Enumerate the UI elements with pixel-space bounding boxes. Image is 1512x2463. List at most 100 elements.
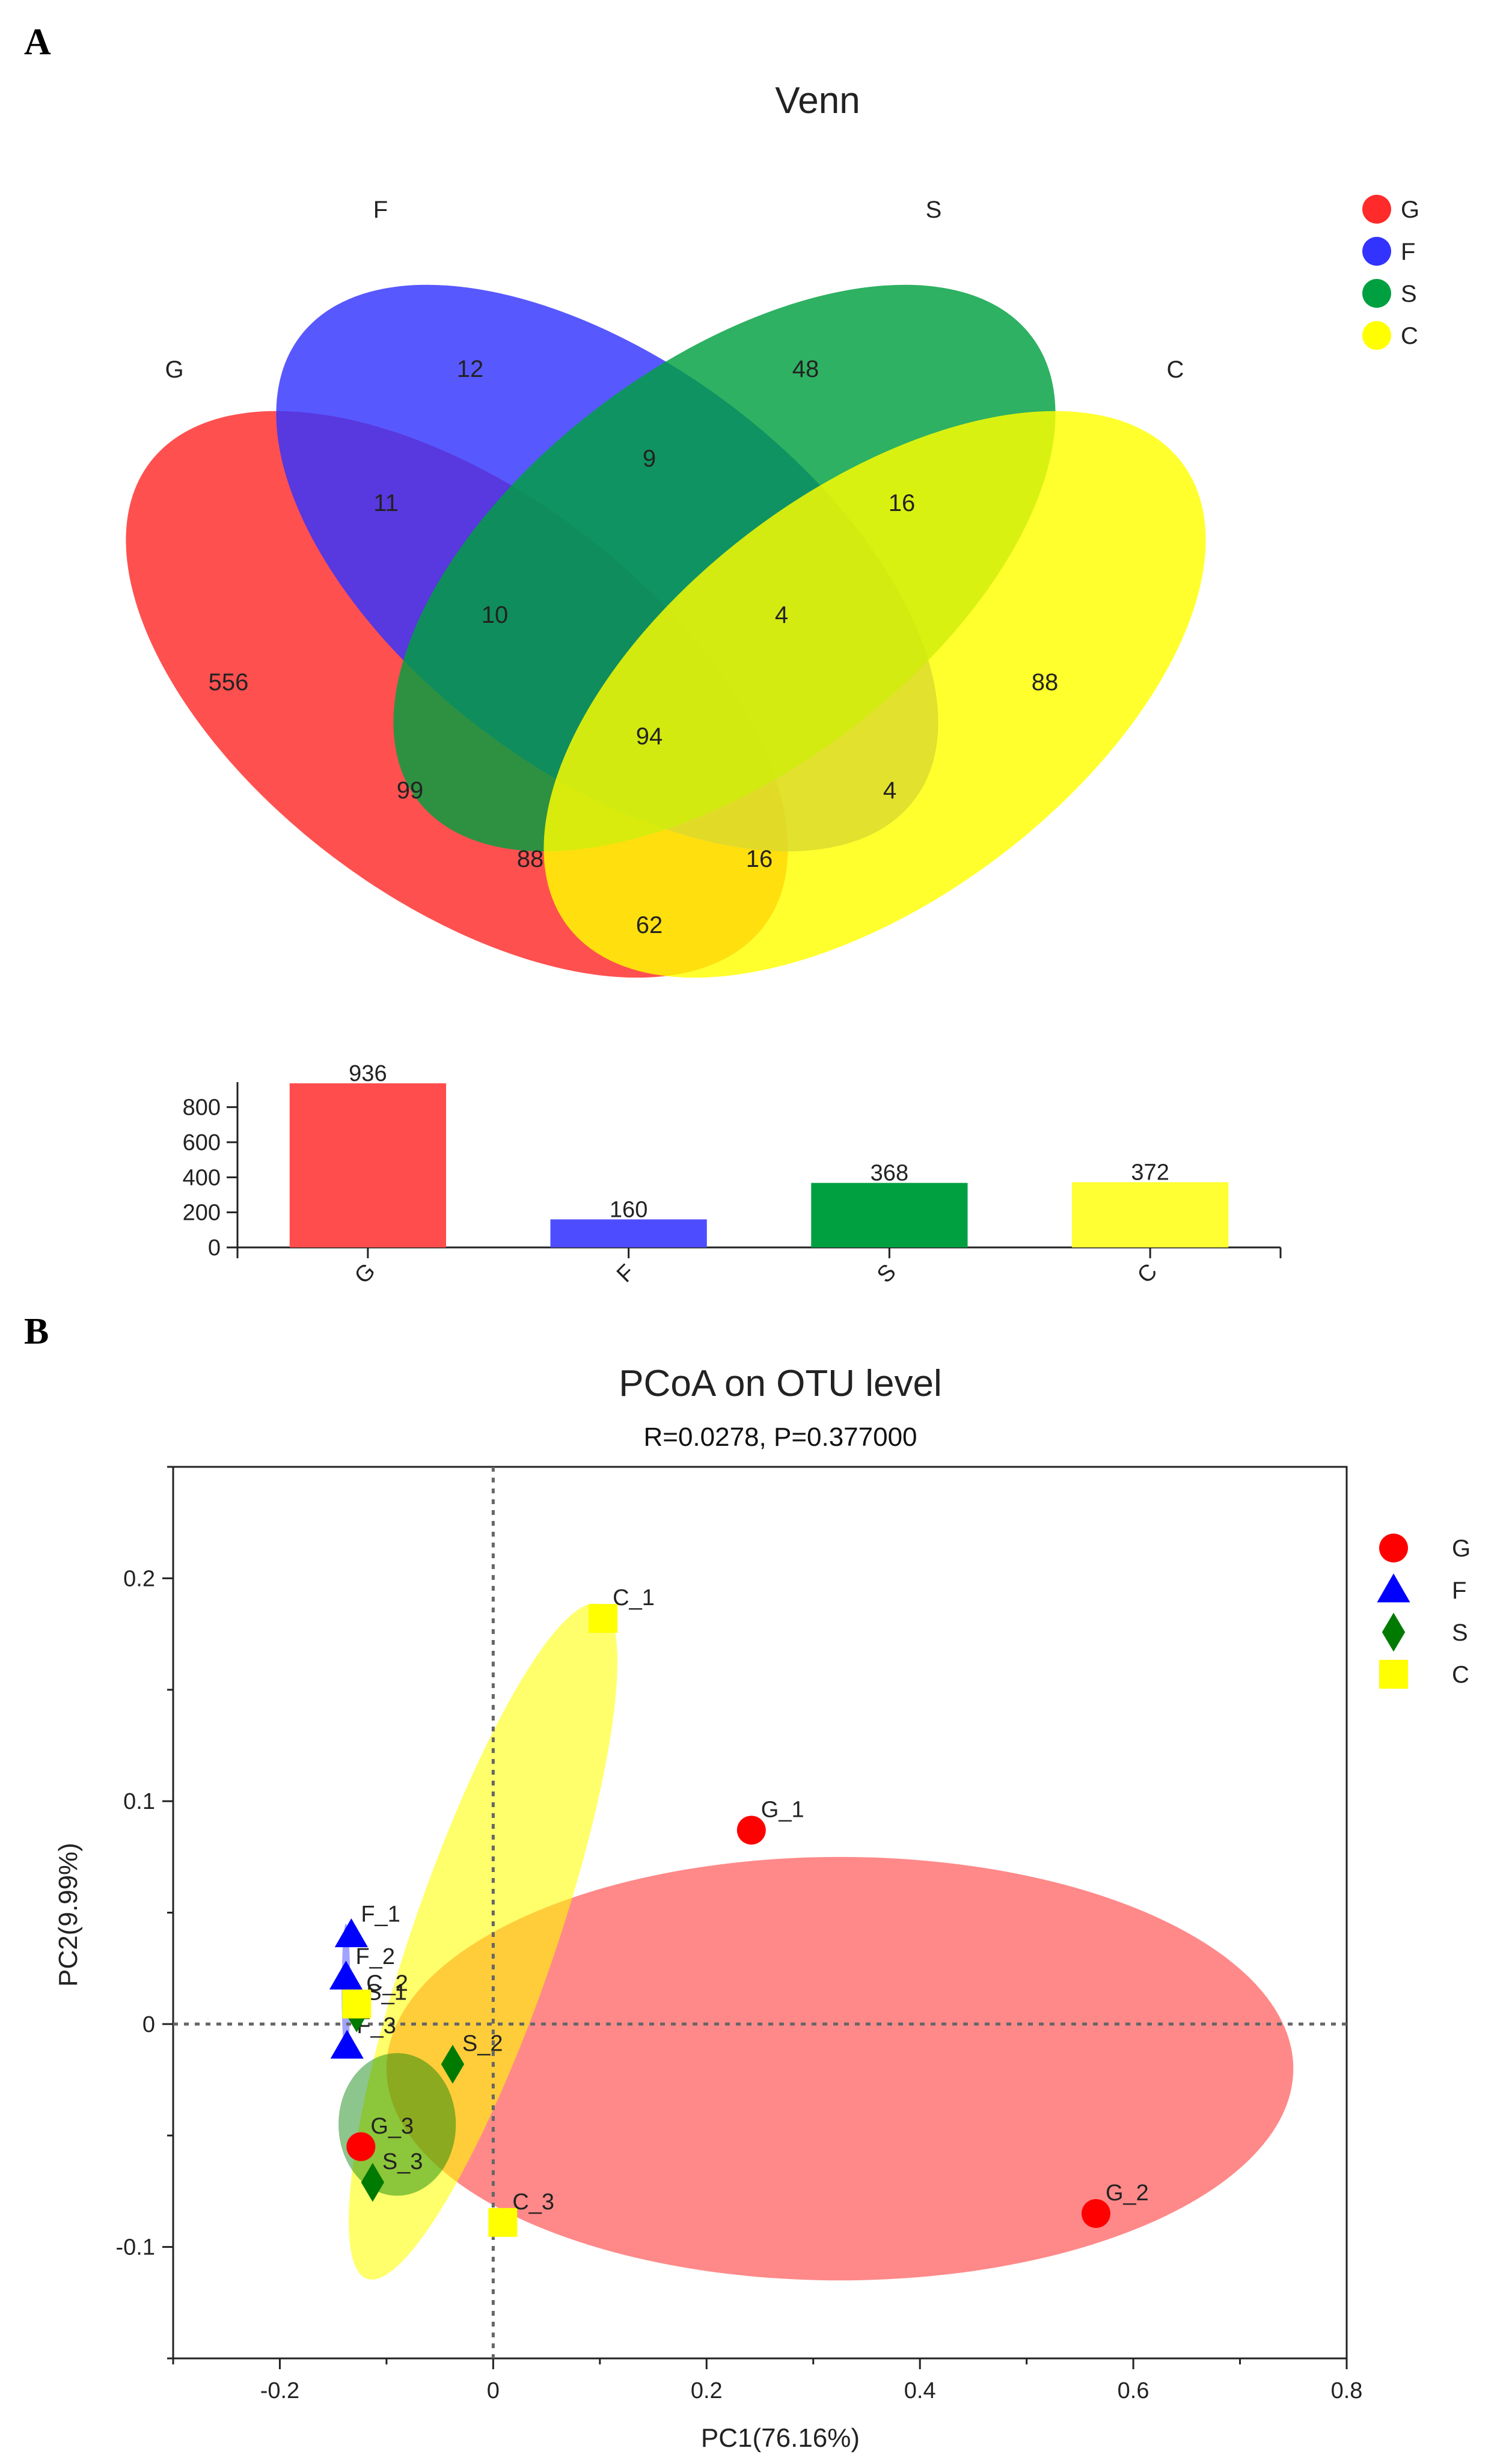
pcoa-point-g-1: [736, 1816, 766, 1845]
venn-region-gfsc: 94: [636, 723, 663, 750]
pcoa-point-label: G_1: [761, 1797, 804, 1822]
pcoa-legend-label-g: G: [1452, 1535, 1471, 1562]
bar-value-label: 372: [1131, 1160, 1169, 1186]
bar-x-tick-label: F: [612, 1259, 640, 1287]
pcoa-point-label: C_3: [512, 2189, 554, 2215]
venn-chart: Venn G F S C 556 12 48 88 11 9 16 10 4 9…: [126, 80, 1419, 978]
bar-value-label: 936: [349, 1061, 387, 1086]
venn-region-gfs: 10: [482, 602, 509, 628]
pcoa-x-tick-label: 0.8: [1331, 2378, 1363, 2403]
venn-region-g: 556: [209, 669, 249, 696]
venn-legend-swatch-s: [1362, 279, 1391, 308]
bar-value-label: 160: [610, 1197, 647, 1222]
pcoa-x-tick-label: -0.2: [260, 2378, 299, 2403]
venn-region-s: 48: [792, 356, 819, 382]
pcoa-x-axis-title: PC1(76.16%): [701, 2423, 860, 2453]
bar-y-tick-label: 200: [183, 1201, 221, 1226]
set-size-bar-chart: 0 200 400 600 800 G F S C 936 160 368 372: [183, 1061, 1282, 1289]
bar-bars: 936 160 368 372: [289, 1061, 1229, 1247]
bar-y-tick-label: 600: [183, 1130, 221, 1155]
venn-region-gfc: 16: [746, 846, 773, 872]
pcoa-point-label: C_1: [613, 1585, 655, 1611]
venn-set-label-c: C: [1167, 356, 1184, 383]
pcoa-point-f-3: [330, 2030, 364, 2059]
venn-set-label-g: G: [165, 356, 183, 383]
pcoa-legend-label-c: C: [1452, 1662, 1469, 1688]
venn-ellipses: [126, 284, 1206, 978]
pcoa-point-f-1: [334, 1918, 368, 1947]
pcoa-legend-marker-c: [1379, 1660, 1408, 1689]
pcoa-point-c-2: [342, 1989, 372, 2019]
bar-x-tick-label: C: [1133, 1259, 1162, 1288]
bar-x-tick-label: G: [350, 1258, 381, 1289]
venn-region-gc: 62: [636, 912, 663, 938]
venn-region-values: 556 12 48 88 11 9 16 10 4 94 99 4 88 16 …: [209, 356, 1059, 938]
venn-title: Venn: [775, 80, 860, 121]
pcoa-legend-marker-s: [1382, 1612, 1406, 1652]
pcoa-point-label: C_2: [366, 1971, 408, 1996]
bar-g: [289, 1083, 446, 1247]
venn-legend: G F S C: [1362, 195, 1419, 350]
pcoa-points: G_1G_2G_3F_1F_2F_3S_1S_2S_3C_1C_2C_3: [329, 1585, 1149, 2237]
pcoa-x-ticks: -0.2 0 0.2 0.4 0.6 0.8: [172, 2358, 1363, 2403]
venn-region-gf: 11: [373, 490, 399, 516]
bar-s: [811, 1183, 968, 1247]
pcoa-point-label: F_1: [361, 1902, 400, 1927]
pcoa-legend-marker-f: [1377, 1573, 1410, 1603]
pcoa-point-f-2: [329, 1960, 363, 1990]
pcoa-legend-marker-g: [1379, 1534, 1408, 1562]
venn-legend-label-s: S: [1401, 281, 1417, 307]
venn-region-gsc: 88: [517, 846, 544, 872]
bar-c: [1072, 1182, 1229, 1247]
panel-b-label: B: [24, 1311, 49, 1352]
bar-value-label: 368: [871, 1161, 908, 1186]
pcoa-ellipse-c: [349, 1603, 617, 2280]
pcoa-point-g-2: [1081, 2199, 1110, 2229]
pcoa-ellipse-g: [386, 1856, 1294, 2281]
venn-legend-label-f: F: [1401, 239, 1415, 265]
pcoa-subtitle: R=0.0278, P=0.377000: [643, 1422, 917, 1452]
pcoa-x-tick-label: 0: [487, 2378, 500, 2403]
pcoa-point-label: S_1: [366, 1980, 407, 2005]
venn-legend-swatch-g: [1362, 195, 1391, 224]
venn-region-fs: 9: [643, 445, 656, 472]
panel-a-label: A: [24, 22, 51, 63]
pcoa-x-tick-label: 0.6: [1118, 2378, 1149, 2403]
pcoa-x-tick-label: 0.4: [904, 2378, 936, 2403]
pcoa-y-tick-label: 0: [142, 2012, 155, 2037]
pcoa-y-axis-title: PC2(9.99%): [54, 1843, 83, 1987]
venn-legend-label-g: G: [1401, 197, 1419, 223]
venn-ellipse-c: [543, 411, 1206, 978]
bar-x-tick-label: S: [872, 1259, 901, 1288]
venn-set-labels: G F S C: [165, 197, 1184, 383]
pcoa-x-tick-label: 0.2: [691, 2378, 723, 2403]
bar-y-tick-label: 800: [183, 1095, 221, 1121]
pcoa-y-tick-label: 0.2: [123, 1566, 155, 1591]
pcoa-point-g-3: [346, 2132, 376, 2161]
bar-y-tick-label: 400: [183, 1165, 221, 1190]
venn-region-sc: 16: [889, 490, 916, 516]
pcoa-point-label: G_2: [1106, 2180, 1149, 2206]
pcoa-point-label: S_3: [382, 2149, 423, 2174]
pcoa-legend-label-f: F: [1452, 1577, 1466, 1604]
pcoa-y-tick-label: 0.1: [123, 1789, 155, 1814]
bar-y-ticks: 0 200 400 600 800: [183, 1095, 237, 1261]
venn-region-f: 12: [457, 356, 484, 382]
pcoa-point-c-1: [589, 1604, 618, 1633]
pcoa-point-label: F_2: [355, 1944, 394, 1969]
venn-region-c: 88: [1032, 669, 1059, 696]
pcoa-point-s-3: [361, 2162, 385, 2202]
pcoa-y-ticks: -0.1 0 0.1 0.2: [116, 1466, 173, 2360]
pcoa-point-label: G_3: [370, 2114, 414, 2139]
venn-region-gs: 99: [397, 777, 424, 804]
venn-region-fc: 4: [883, 777, 896, 804]
bar-f: [550, 1219, 707, 1247]
pcoa-chart: PCoA on OTU level R=0.0278, P=0.377000 -…: [54, 1363, 1471, 2453]
pcoa-title: PCoA on OTU level: [619, 1363, 942, 1404]
venn-legend-swatch-c: [1362, 321, 1391, 350]
pcoa-point-c-3: [488, 2208, 518, 2237]
venn-legend-label-c: C: [1401, 323, 1418, 349]
venn-set-label-f: F: [373, 197, 388, 223]
pcoa-legend-label-s: S: [1452, 1620, 1468, 1646]
